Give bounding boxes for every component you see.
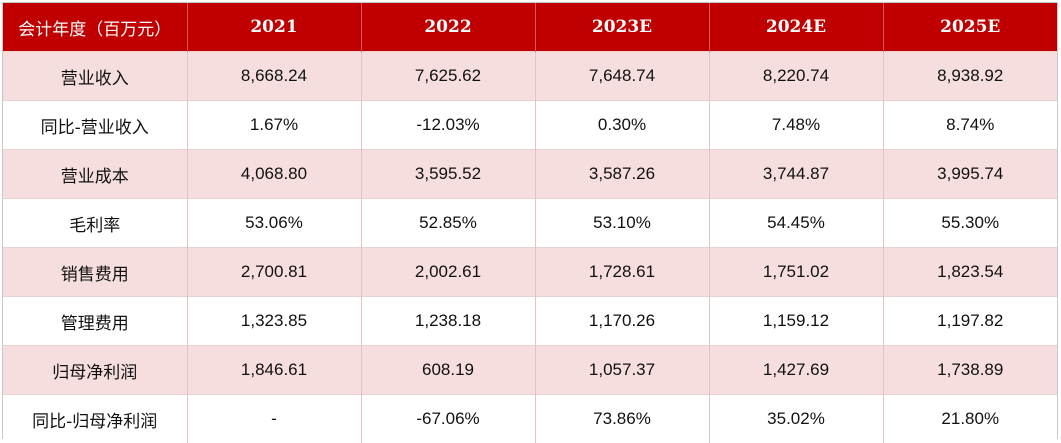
row-label: 营业收入 — [3, 51, 187, 101]
table-cell: 1,159.12 — [708, 296, 883, 346]
financial-forecast-table: 会计年度（百万元） 2021 2022 2023E 2024E 2025E 营业… — [3, 3, 1057, 443]
table-cell: 21.80% — [882, 394, 1057, 443]
row-label: 归母净利润 — [3, 345, 187, 395]
table-cell: 1,057.37 — [534, 345, 709, 395]
table-cell: 7,648.74 — [534, 51, 709, 101]
table-row: 同比-营业收入 1.67% -12.03% 0.30% 7.48% 8.74% — [3, 100, 1057, 150]
row-label: 管理费用 — [3, 296, 187, 346]
table-cell: 35.02% — [708, 394, 883, 443]
table-cell: 73.86% — [534, 394, 709, 443]
table-cell: 1.67% — [186, 100, 361, 150]
table-cell: 1,751.02 — [708, 247, 883, 297]
table-cell: 1,728.61 — [534, 247, 709, 297]
table-cell: - — [186, 394, 361, 443]
header-fiscal-year: 会计年度（百万元） — [3, 3, 187, 52]
table-cell: 7,625.62 — [360, 51, 535, 101]
table-cell: -12.03% — [360, 100, 535, 150]
table-row: 归母净利润 1,846.61 608.19 1,057.37 1,427.69 … — [3, 345, 1057, 395]
table-row: 管理费用 1,323.85 1,238.18 1,170.26 1,159.12… — [3, 296, 1057, 346]
table-cell: 1,197.82 — [882, 296, 1057, 346]
table-cell: 3,995.74 — [882, 149, 1057, 199]
table-row: 营业收入 8,668.24 7,625.62 7,648.74 8,220.74… — [3, 51, 1057, 101]
table-row: 销售费用 2,700.81 2,002.61 1,728.61 1,751.02… — [3, 247, 1057, 297]
table-cell: 1,823.54 — [882, 247, 1057, 297]
header-2021: 2021 — [186, 3, 361, 52]
table-cell: 2,002.61 — [360, 247, 535, 297]
table-cell: 4,068.80 — [186, 149, 361, 199]
table-cell: 8,938.92 — [882, 51, 1057, 101]
table-row: 同比-归母净利润 - -67.06% 73.86% 35.02% 21.80% — [3, 394, 1057, 443]
row-label: 毛利率 — [3, 198, 187, 248]
table-row: 毛利率 53.06% 52.85% 53.10% 54.45% 55.30% — [3, 198, 1057, 248]
table-cell: 8.74% — [882, 100, 1057, 150]
table-cell: -67.06% — [360, 394, 535, 443]
header-2025e: 2025E — [882, 3, 1057, 52]
table-cell: 52.85% — [360, 198, 535, 248]
row-label: 营业成本 — [3, 149, 187, 199]
table-cell: 8,220.74 — [708, 51, 883, 101]
table-cell: 1,738.89 — [882, 345, 1057, 395]
row-label: 同比-归母净利润 — [3, 394, 187, 443]
table-cell: 608.19 — [360, 345, 535, 395]
table-cell: 55.30% — [882, 198, 1057, 248]
table-cell: 0.30% — [534, 100, 709, 150]
header-2022: 2022 — [360, 3, 535, 52]
table-cell: 7.48% — [708, 100, 883, 150]
table-cell: 53.06% — [186, 198, 361, 248]
table-cell: 3,744.87 — [708, 149, 883, 199]
table-cell: 3,595.52 — [360, 149, 535, 199]
header-2024e: 2024E — [708, 3, 883, 52]
table-cell: 8,668.24 — [186, 51, 361, 101]
header-2023e: 2023E — [534, 3, 709, 52]
table-row: 营业成本 4,068.80 3,595.52 3,587.26 3,744.87… — [3, 149, 1057, 199]
table-cell: 1,846.61 — [186, 345, 361, 395]
table-cell: 1,238.18 — [360, 296, 535, 346]
table-header-row: 会计年度（百万元） 2021 2022 2023E 2024E 2025E — [3, 3, 1057, 52]
table-cell: 1,427.69 — [708, 345, 883, 395]
table-cell: 54.45% — [708, 198, 883, 248]
table-cell: 3,587.26 — [534, 149, 709, 199]
row-label: 销售费用 — [3, 247, 187, 297]
table-cell: 2,700.81 — [186, 247, 361, 297]
table-cell: 1,323.85 — [186, 296, 361, 346]
table-cell: 53.10% — [534, 198, 709, 248]
row-label: 同比-营业收入 — [3, 100, 187, 150]
table-cell: 1,170.26 — [534, 296, 709, 346]
